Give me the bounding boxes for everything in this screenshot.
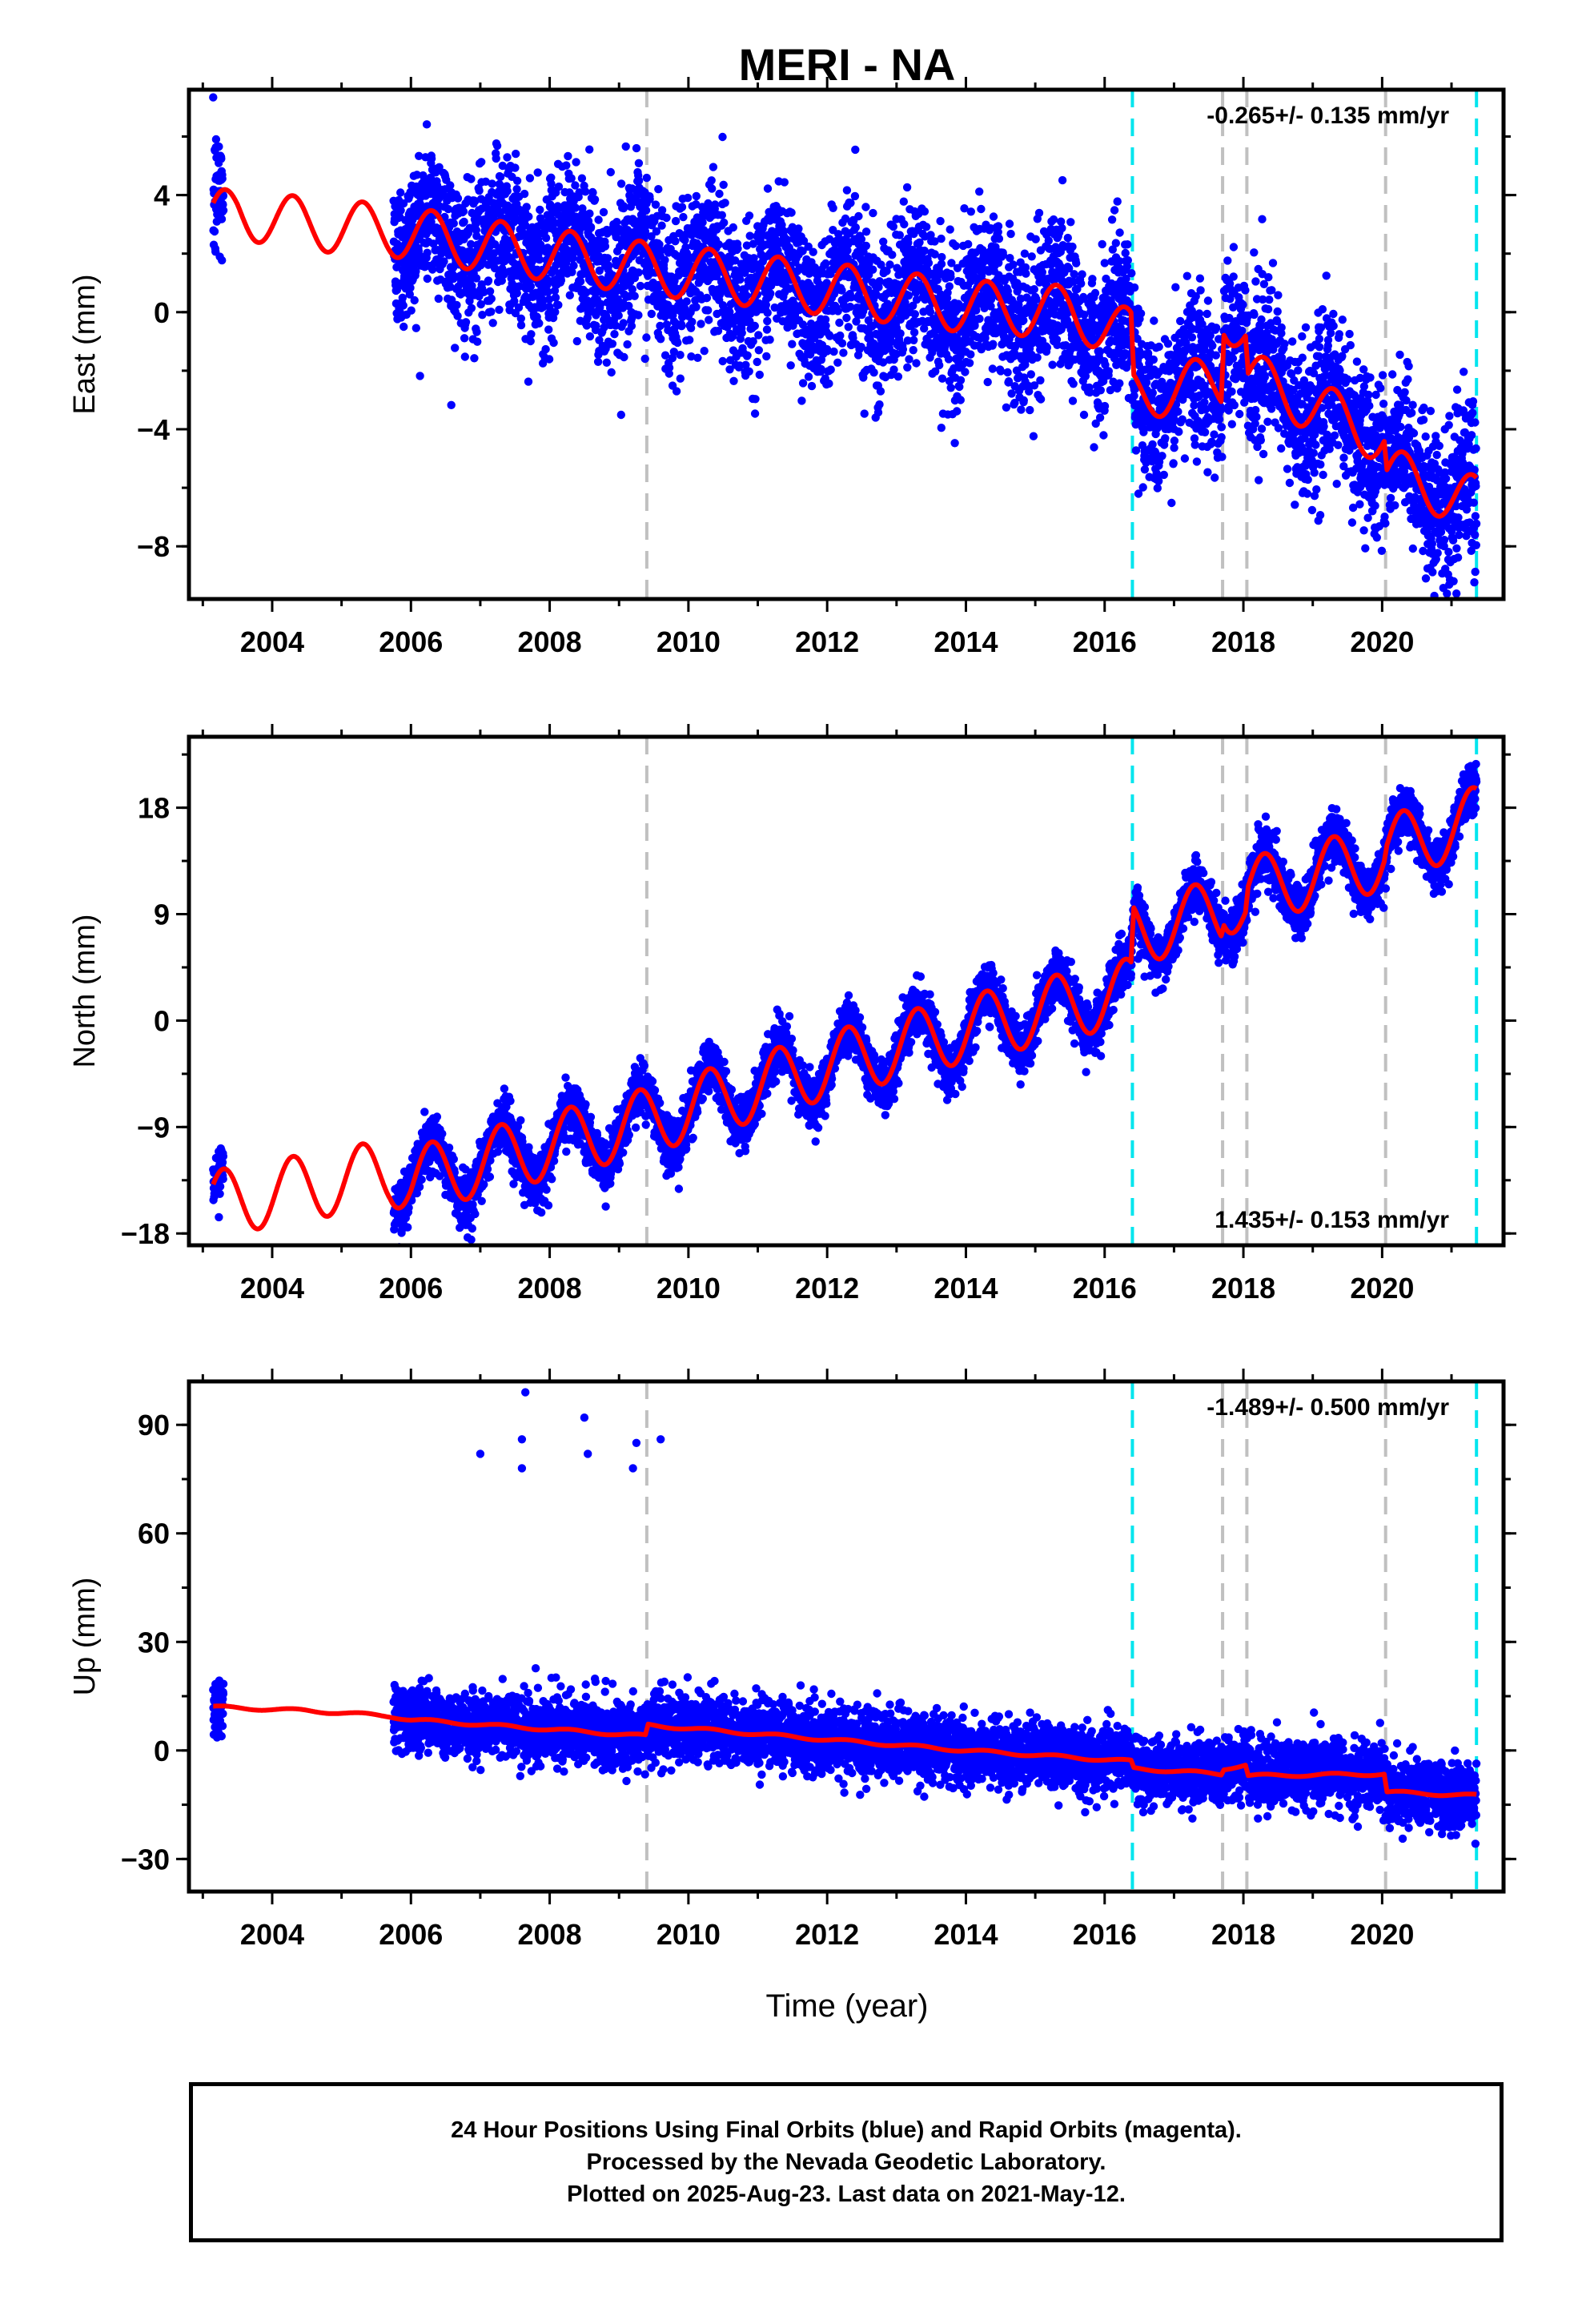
y-axis-label: East (mm) [68, 274, 102, 414]
data-points [209, 93, 1480, 636]
footer-line-processed-by: Processed by the Nevada Geodetic Laborat… [587, 2146, 1106, 2178]
x-tick-label: 2008 [518, 625, 582, 658]
x-tick-label: 2016 [1073, 1272, 1137, 1305]
y-tick-label: −18 [121, 1217, 170, 1250]
x-tick-label: 2006 [379, 1918, 443, 1951]
panel-plot-area [209, 737, 1480, 1252]
y-tick-label: 60 [138, 1518, 170, 1550]
x-tick-label: 2006 [379, 625, 443, 658]
panel-frame [189, 1381, 1504, 1892]
footer-caption: 24 Hour Positions Using Final Orbits (bl… [189, 2082, 1504, 2242]
panel-plot-area [209, 1381, 1480, 1892]
y-tick-label: 9 [154, 899, 170, 931]
footer-line-orbits: 24 Hour Positions Using Final Orbits (bl… [451, 2114, 1242, 2146]
x-tick-label: 2008 [518, 1272, 582, 1305]
y-tick-label: 0 [154, 296, 170, 329]
x-tick-label: 2010 [656, 1918, 721, 1951]
y-axis-label: North (mm) [68, 914, 102, 1068]
velocity-rate-label: -0.265+/- 0.135 mm/yr [1207, 103, 1449, 129]
panel-frame [189, 737, 1504, 1245]
y-tick-label: −30 [121, 1843, 170, 1876]
x-tick-label: 2018 [1211, 1272, 1275, 1305]
footer-line-plotted-on: Plotted on 2025-Aug-23. Last data on 202… [567, 2178, 1126, 2210]
velocity-rate-label: 1.435+/- 0.153 mm/yr [1215, 1207, 1449, 1233]
y-tick-label: −8 [137, 530, 170, 563]
y-tick-label: 18 [138, 792, 170, 825]
x-tick-label: 2012 [795, 1918, 859, 1951]
panel-2: 2004 2006 2008 2010 2012 2014 2016 2018 2020 90 60… [68, 1369, 1516, 1951]
chart-title: MERI - NA [739, 39, 956, 90]
x-tick-label: 2020 [1350, 1272, 1414, 1305]
x-axis-label: Time (year) [766, 1988, 929, 2024]
x-tick-label: 2016 [1073, 1918, 1137, 1951]
x-tick-label: 2010 [656, 1272, 721, 1305]
x-tick-label: 2010 [656, 625, 721, 658]
panels-layer: 2004 2006 2008 2010 2012 2014 2016 2018 2020 4 0 −4… [68, 77, 1516, 1951]
velocity-rate-label: -1.489+/- 0.500 mm/yr [1207, 1394, 1449, 1421]
data-points [209, 760, 1480, 1252]
x-tick-label: 2004 [240, 1918, 304, 1951]
x-tick-label: 2004 [240, 1272, 304, 1305]
panel-0: 2004 2006 2008 2010 2012 2014 2016 2018 2020 4 0 −4… [68, 77, 1516, 658]
data-points [209, 1388, 1480, 1848]
y-tick-label: 0 [154, 1735, 170, 1767]
x-tick-label: 2012 [795, 625, 859, 658]
y-tick-label: −9 [137, 1111, 170, 1144]
y-tick-label: 30 [138, 1626, 170, 1659]
x-tick-label: 2006 [379, 1272, 443, 1305]
x-tick-label: 2020 [1350, 1918, 1414, 1951]
x-tick-label: 2014 [934, 1918, 998, 1951]
x-tick-label: 2018 [1211, 1918, 1275, 1951]
y-tick-label: 4 [154, 179, 170, 212]
y-tick-label: 0 [154, 1004, 170, 1037]
y-tick-label: −4 [137, 413, 170, 446]
x-tick-label: 2014 [934, 625, 998, 658]
x-tick-label: 2018 [1211, 625, 1275, 658]
x-tick-label: 2008 [518, 1918, 582, 1951]
x-tick-label: 2016 [1073, 625, 1137, 658]
panel-plot-area [209, 90, 1480, 637]
x-tick-label: 2014 [934, 1272, 998, 1305]
y-axis-label: Up (mm) [68, 1578, 102, 1696]
x-tick-label: 2004 [240, 625, 304, 658]
panel-1: 2004 2006 2008 2010 2012 2014 2016 2018 2020 18 9 0… [68, 724, 1516, 1305]
x-tick-label: 2012 [795, 1272, 859, 1305]
x-tick-label: 2020 [1350, 625, 1414, 658]
y-tick-label: 90 [138, 1409, 170, 1441]
